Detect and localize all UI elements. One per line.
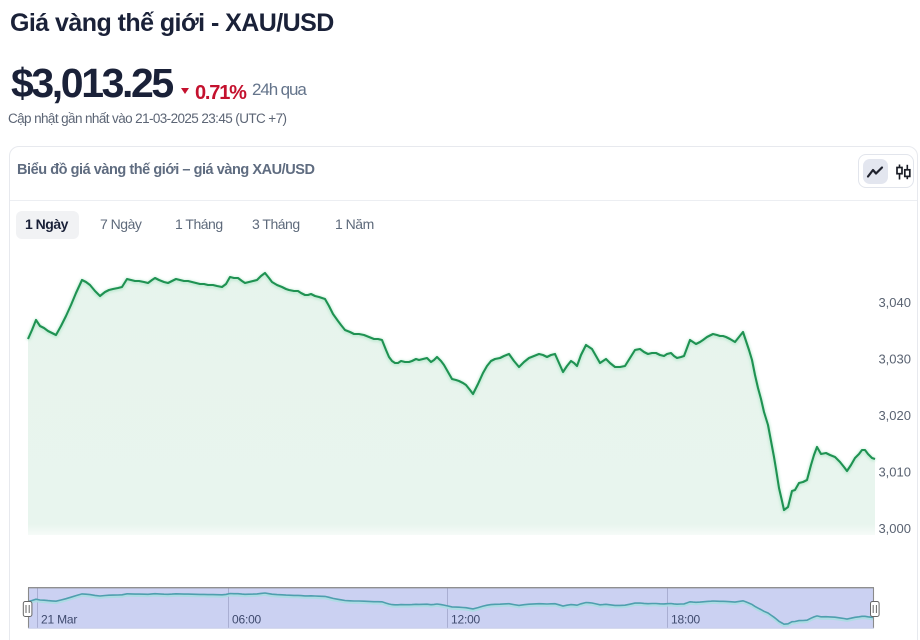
svg-text:21 Mar: 21 Mar (41, 613, 77, 627)
svg-text:3,040: 3,040 (878, 295, 911, 310)
svg-text:3,000: 3,000 (878, 521, 911, 536)
svg-text:06:00: 06:00 (232, 613, 262, 627)
svg-text:3,010: 3,010 (878, 465, 911, 480)
svg-text:3,030: 3,030 (878, 352, 911, 367)
svg-text:12:00: 12:00 (451, 613, 481, 627)
svg-text:3,020: 3,020 (878, 408, 911, 423)
svg-text:18:00: 18:00 (671, 613, 701, 627)
